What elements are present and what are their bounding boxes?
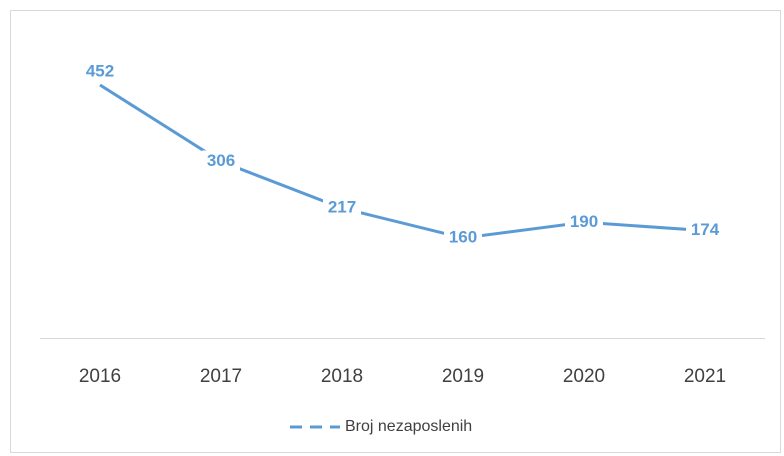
data-label: 190: [570, 212, 598, 231]
label-bg: [202, 150, 240, 173]
label-bg: [565, 211, 603, 234]
label-bg: [686, 219, 724, 242]
label-bg: [323, 197, 361, 220]
data-label: 452: [86, 61, 114, 80]
data-label: 217: [328, 198, 356, 217]
line: [99, 83, 706, 240]
data-label: 306: [207, 151, 235, 170]
x-tick-label: 2018: [321, 366, 363, 387]
data-label: 160: [449, 227, 477, 246]
legend-label: Broj nezaposlenih: [345, 418, 472, 435]
label-bg: [444, 227, 482, 249]
x-tick-label: 2020: [563, 366, 605, 387]
x-tick-label: 2019: [442, 366, 484, 387]
x-tick-label: 2016: [79, 366, 121, 387]
label-bg: [81, 61, 119, 83]
chart-border: [10, 10, 781, 453]
x-tick-label: 2017: [200, 366, 242, 387]
x-tick-label: 2021: [684, 366, 726, 387]
data-label: 174: [691, 220, 720, 239]
